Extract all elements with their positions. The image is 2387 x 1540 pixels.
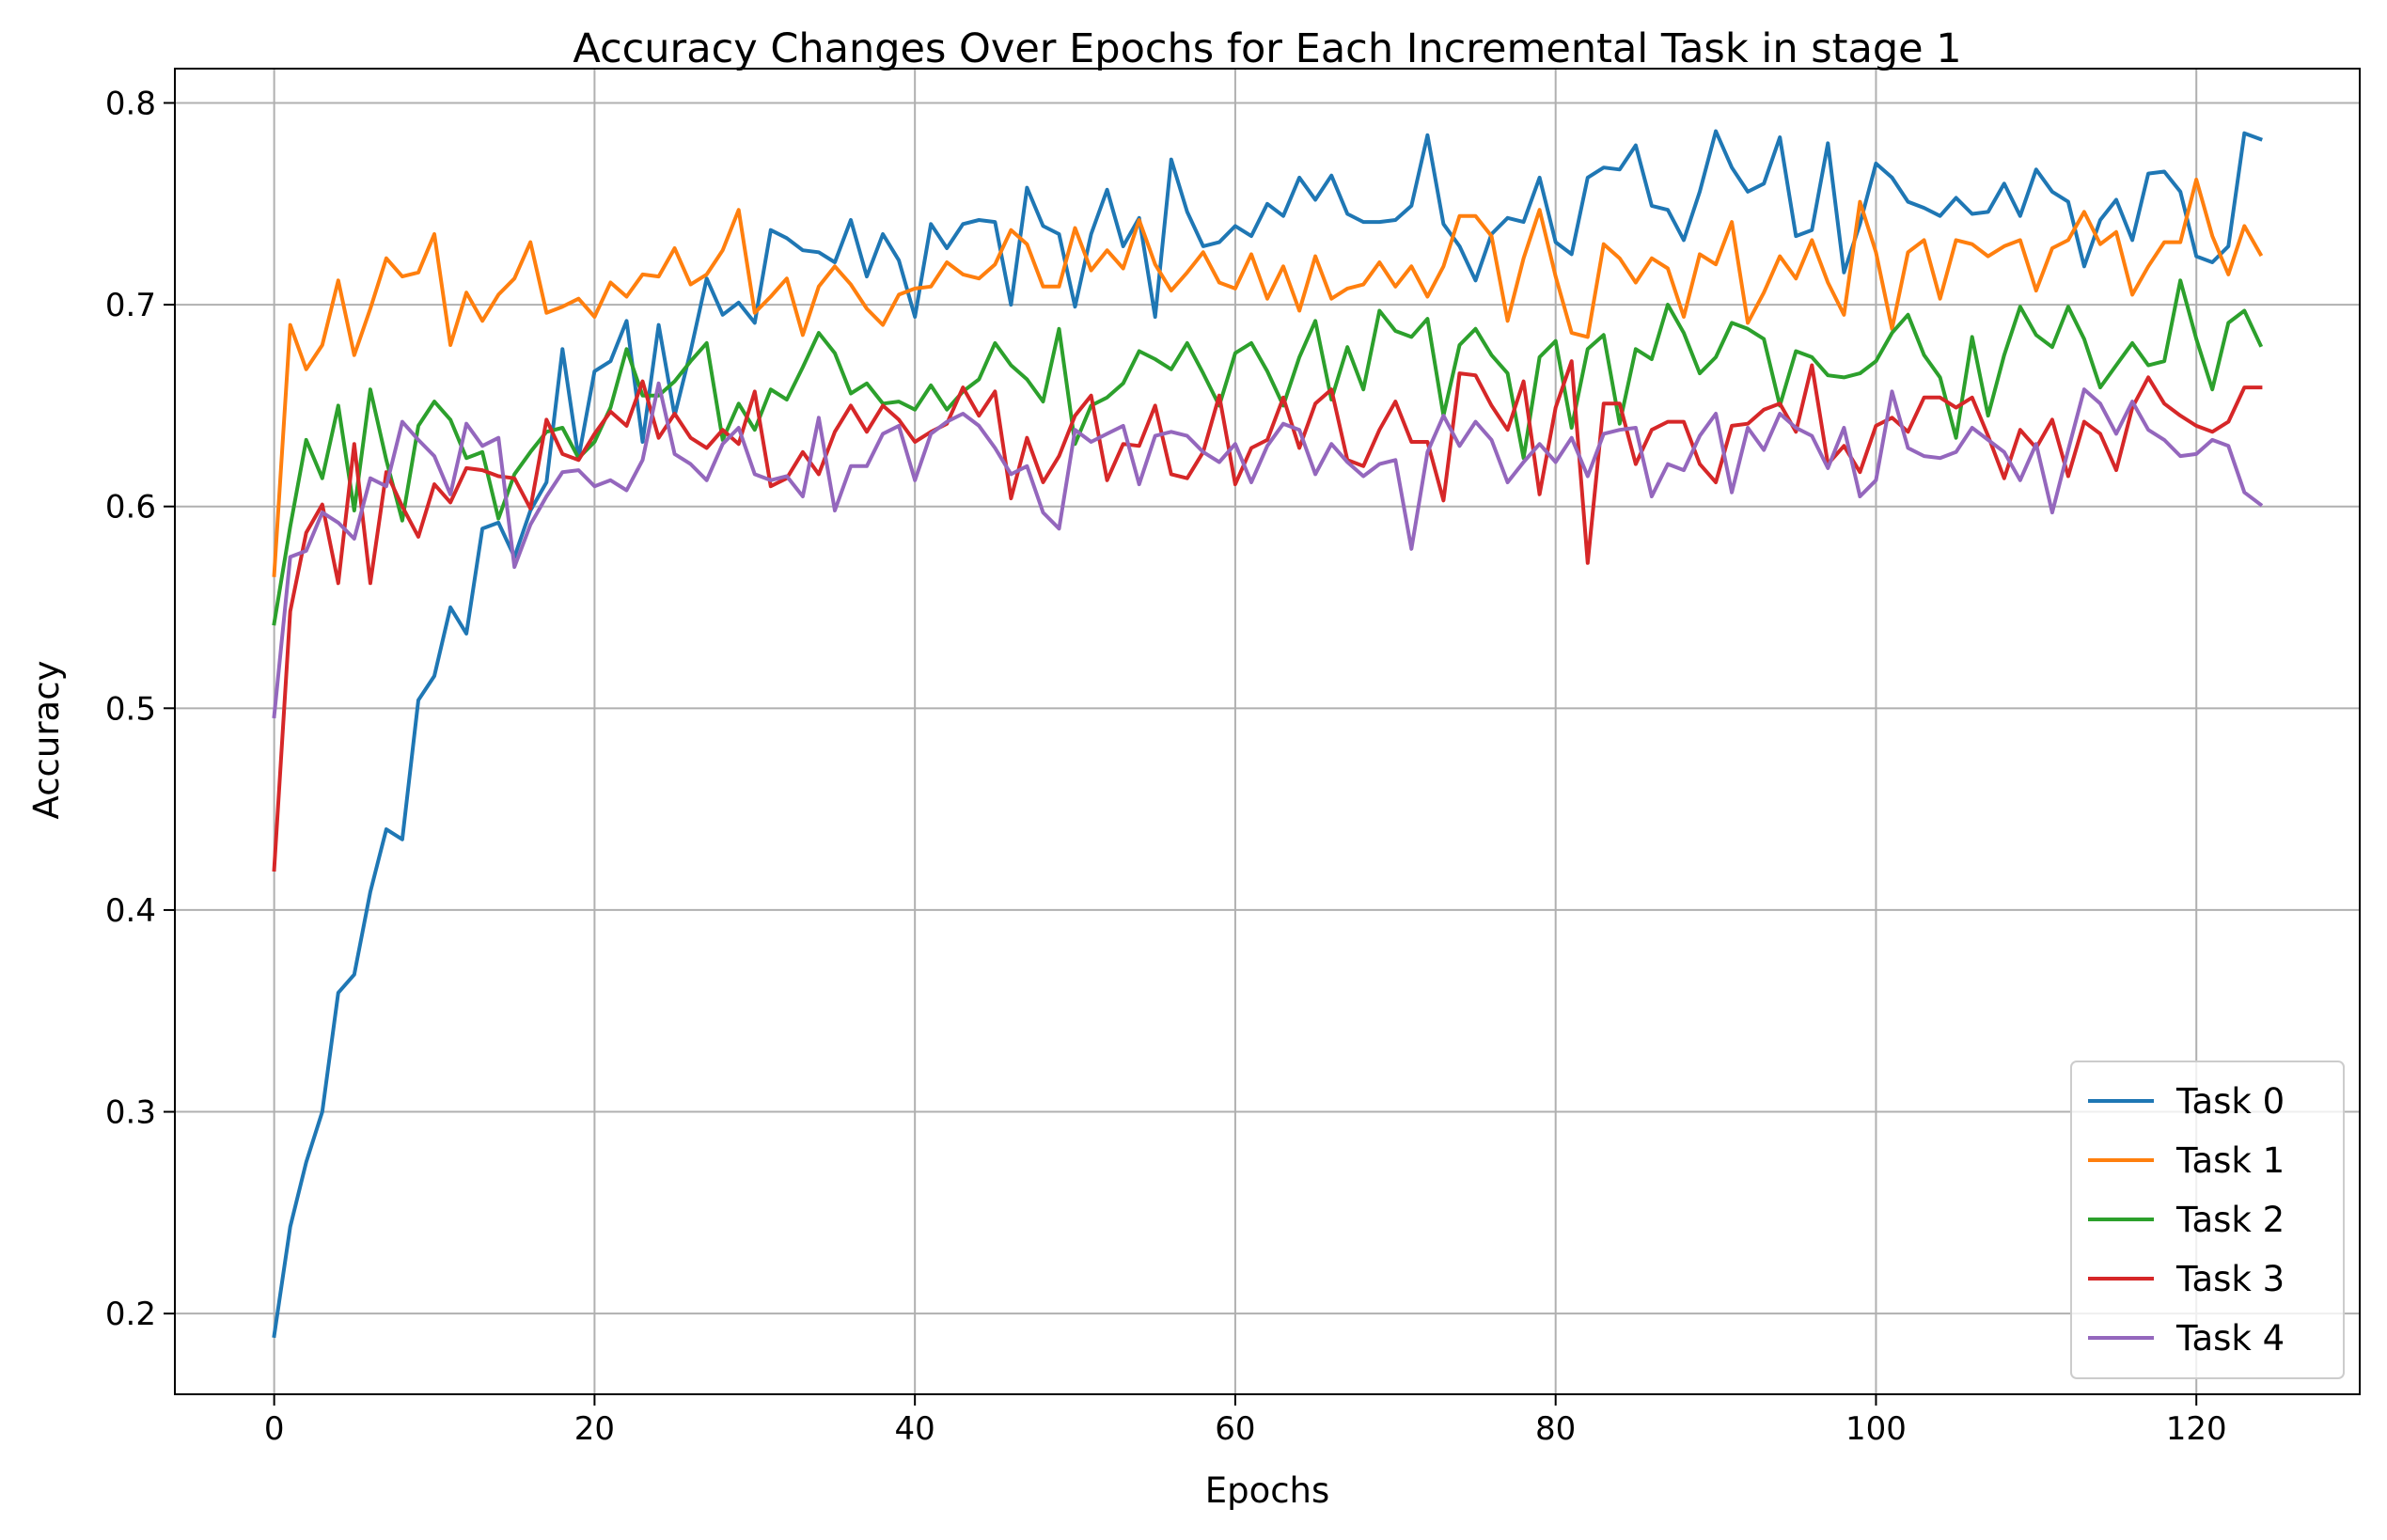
y-tick-label: 0.7 <box>105 287 156 324</box>
x-axis-label: Epochs <box>1205 1470 1330 1511</box>
x-tick-label: 100 <box>1845 1410 1907 1448</box>
x-tick-label: 120 <box>2166 1410 2227 1448</box>
x-tick-label: 40 <box>895 1410 935 1448</box>
legend-box <box>2070 1061 2345 1379</box>
series-lines <box>272 129 2264 1339</box>
legend-label: Task 4 <box>2175 1318 2285 1359</box>
y-tick-label: 0.5 <box>105 690 156 728</box>
plot-frame <box>174 68 2361 1395</box>
x-tick-label: 0 <box>264 1410 285 1448</box>
legend-label: Task 3 <box>2175 1259 2285 1299</box>
y-axis-label: Accuracy <box>26 661 67 820</box>
series-line-task-1 <box>272 178 2264 577</box>
legend-label: Task 2 <box>2175 1200 2285 1240</box>
y-tick-label: 0.2 <box>105 1296 156 1333</box>
series-line-task-3 <box>272 359 2263 872</box>
legend-label: Task 0 <box>2175 1081 2285 1122</box>
axis-ticks: 0 20 40 60 80 100 120 0.2 0.3 0.4 0.5 0.6 0.7 0.8 <box>105 85 2227 1448</box>
y-tick-label: 0.3 <box>105 1094 156 1132</box>
y-tick-label: 0.4 <box>105 892 156 930</box>
series-line-task-4 <box>272 381 2264 719</box>
x-tick-label: 20 <box>574 1410 615 1448</box>
y-tick-label: 0.8 <box>105 85 156 122</box>
chart-title: Accuracy Changes Over Epochs for Each In… <box>573 25 1961 72</box>
y-tick-label: 0.6 <box>105 489 156 526</box>
series-line-task-0 <box>272 129 2263 1339</box>
x-tick-label: 80 <box>1535 1410 1576 1448</box>
legend-label: Task 1 <box>2175 1140 2285 1181</box>
legend: Task 0 Task 1 Task 2 Task 3 Task 4 <box>2070 1061 2345 1379</box>
x-tick-label: 60 <box>1215 1410 1255 1448</box>
